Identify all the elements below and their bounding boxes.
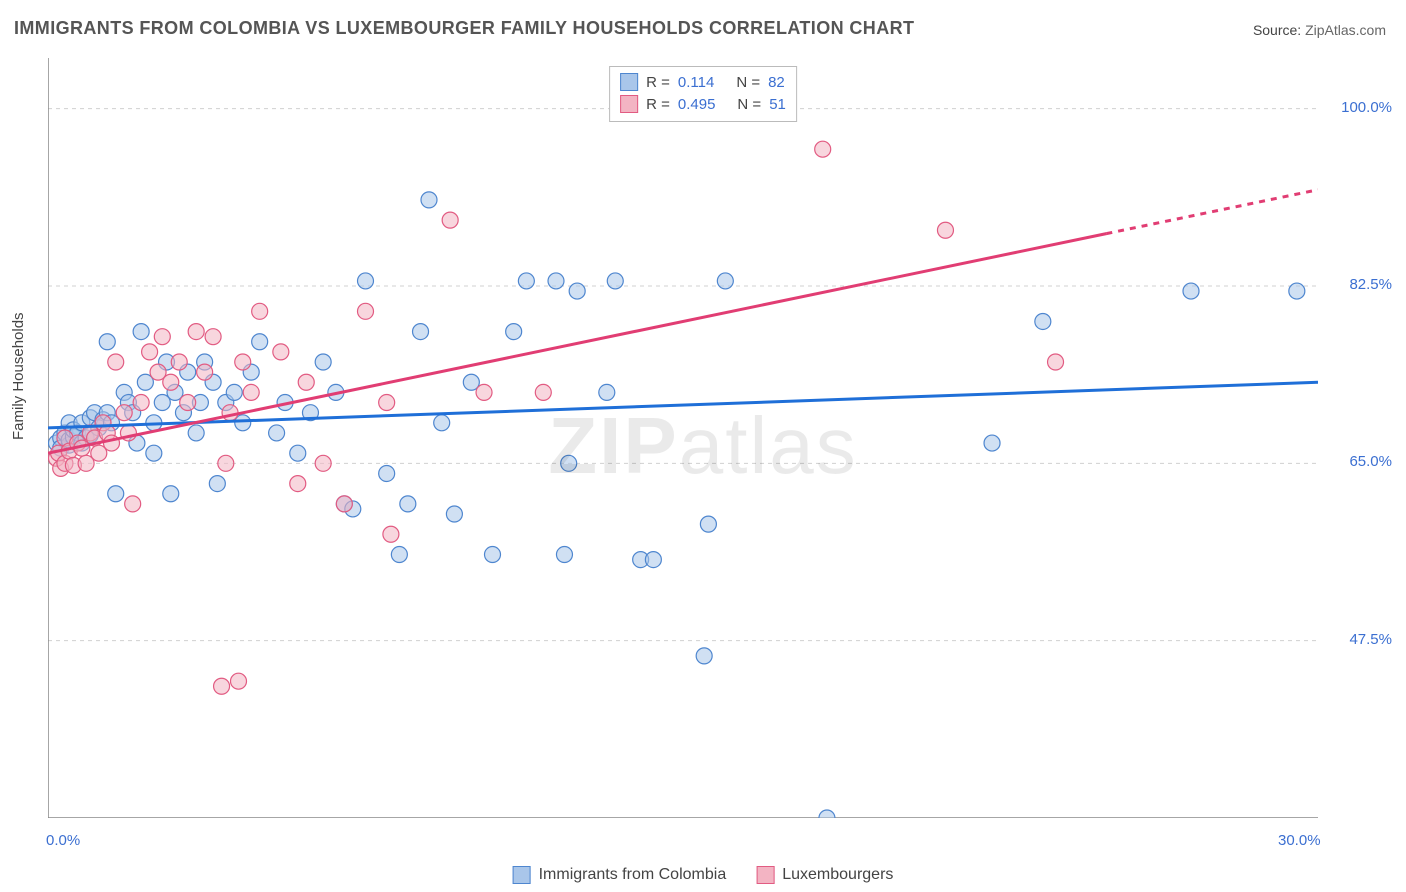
legend-stats-row: R = 0.495 N = 51 (620, 93, 786, 115)
source-label: Source: (1253, 22, 1301, 38)
legend-stats-row: R = 0.114 N = 82 (620, 71, 786, 93)
legend-label: Immigrants from Colombia (539, 866, 727, 884)
r-value: 0.114 (678, 74, 714, 91)
swatch-icon (620, 73, 638, 91)
n-value: 82 (768, 74, 785, 91)
swatch-icon (756, 866, 774, 884)
n-value: 51 (769, 96, 786, 113)
y-tick-label: 47.5% (1349, 631, 1392, 648)
legend-bottom: Immigrants from Colombia Luxembourgers (513, 866, 894, 884)
x-min-label: 0.0% (46, 832, 80, 849)
legend-label: Luxembourgers (782, 866, 893, 884)
legend-item: Luxembourgers (756, 866, 893, 884)
x-max-label: 30.0% (1278, 832, 1321, 849)
r-value: 0.495 (678, 96, 716, 113)
y-tick-label: 65.0% (1349, 453, 1392, 470)
legend-item: Immigrants from Colombia (513, 866, 727, 884)
y-axis-title: Family Households (10, 312, 27, 440)
chart-title: IMMIGRANTS FROM COLOMBIA VS LUXEMBOURGER… (14, 18, 914, 39)
r-label: R = (646, 96, 670, 113)
y-tick-label: 100.0% (1341, 99, 1392, 116)
plot-svg (48, 58, 1318, 818)
source-value: ZipAtlas.com (1305, 22, 1386, 38)
source-credit: Source: ZipAtlas.com (1253, 22, 1386, 38)
scatter-plot (48, 58, 1318, 818)
y-tick-label: 82.5% (1349, 276, 1392, 293)
r-label: R = (646, 74, 670, 91)
n-label: N = (736, 74, 760, 91)
n-label: N = (737, 96, 761, 113)
swatch-icon (513, 866, 531, 884)
swatch-icon (620, 95, 638, 113)
legend-stats-box: R = 0.114 N = 82 R = 0.495 N = 51 (609, 66, 797, 122)
